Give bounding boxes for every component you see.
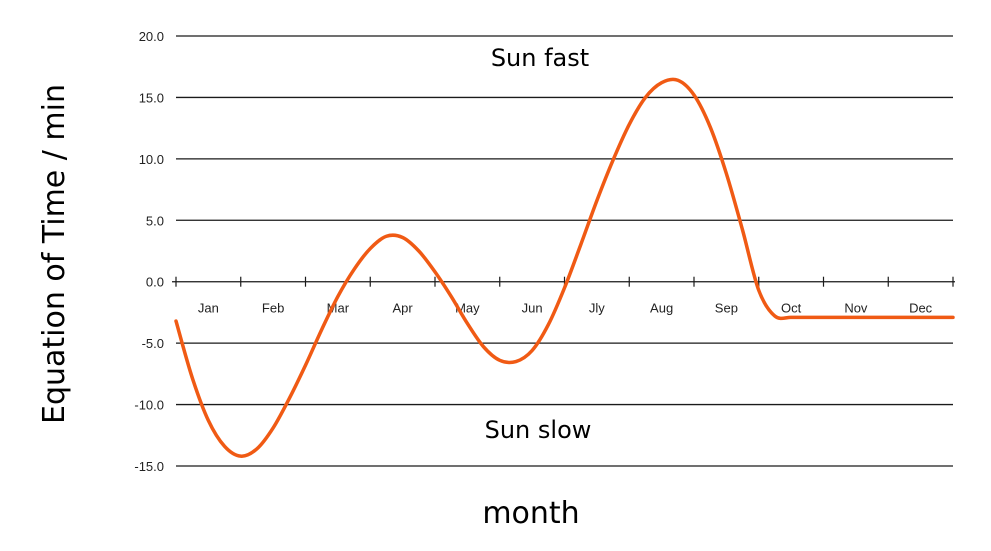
series-layer	[174, 77, 955, 458]
grid-lines	[176, 35, 953, 467]
y-tick-label: 10.0	[139, 152, 164, 167]
month-label: Feb	[262, 301, 284, 316]
zero-axis	[172, 276, 955, 287]
month-label: Jly	[589, 301, 605, 316]
month-labels: Jan Feb Mar Apr May Jun Jly Aug Sep Oct Nov Dec	[198, 301, 933, 316]
month-label: Oct	[781, 301, 802, 316]
y-axis-ticks: 20.0 15.0 10.0 5.0 0.0 -5.0 -10.0 -15.0	[134, 29, 164, 474]
month-label: Jun	[522, 301, 543, 316]
sun-fast-annotation: Sun fast	[491, 44, 589, 72]
y-tick-label: -10.0	[134, 398, 164, 413]
y-tick-label: 20.0	[139, 29, 164, 44]
month-label: Dec	[909, 301, 933, 316]
month-label: Jan	[198, 301, 219, 316]
equation-of-time-series-line	[174, 77, 955, 458]
month-label: Apr	[393, 301, 414, 316]
sun-slow-annotation: Sun slow	[485, 416, 592, 444]
y-tick-label: -15.0	[134, 459, 164, 474]
y-tick-label: 5.0	[146, 213, 164, 228]
month-label: Nov	[844, 301, 868, 316]
x-axis-label: month	[482, 496, 579, 531]
month-label: Aug	[650, 301, 673, 316]
y-tick-label: 0.0	[146, 275, 164, 290]
y-axis-label: Equation of Time / min	[37, 84, 72, 424]
y-tick-label: 15.0	[139, 90, 164, 105]
month-label: Sep	[715, 301, 738, 316]
y-tick-label: -5.0	[142, 336, 164, 351]
